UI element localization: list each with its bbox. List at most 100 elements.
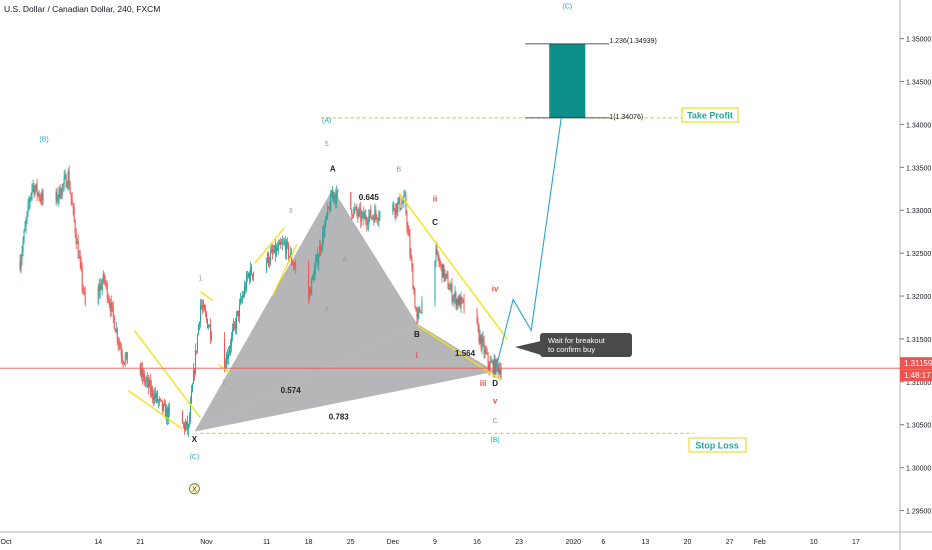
wave-v-label: v — [493, 396, 498, 405]
candle-body — [400, 208, 402, 210]
point-x-label: X — [192, 435, 198, 444]
candle-body — [147, 378, 149, 388]
candle-body — [437, 251, 439, 259]
time-tick-label: 25 — [347, 539, 355, 546]
candle-body — [26, 211, 28, 221]
candle-body — [399, 197, 401, 210]
candle-body — [240, 298, 242, 304]
candle-body — [189, 402, 191, 419]
candle-body — [125, 352, 127, 357]
ratio-0645-label: 0.645 — [359, 193, 380, 202]
candle-body — [196, 334, 198, 351]
candle-body — [377, 219, 379, 221]
candle-body — [59, 187, 61, 198]
candle-body — [337, 190, 339, 193]
candle-body — [477, 323, 479, 328]
point-d-label: D — [492, 379, 498, 388]
candle-body — [479, 335, 481, 343]
candle-body — [447, 276, 449, 289]
candle-body — [105, 282, 107, 284]
chart-title: U.S. Dollar / Canadian Dollar, 240, FXCM — [4, 4, 160, 14]
candle-body — [292, 262, 294, 265]
candle-body — [37, 192, 39, 195]
candle-body — [497, 364, 499, 373]
ratio-0783-label: 0.783 — [329, 413, 350, 422]
price-tick-label: 1.33000 — [906, 208, 931, 215]
candle-body — [31, 185, 33, 194]
candle-body — [322, 231, 324, 247]
plot-area[interactable] — [0, 0, 900, 532]
candle-body — [21, 251, 23, 260]
wave-c-bottom-label: (C) — [190, 454, 200, 461]
candle-body — [456, 299, 458, 306]
candle-body — [82, 286, 84, 292]
candle-body — [394, 209, 396, 215]
candle-body — [420, 312, 422, 314]
candle-body — [489, 361, 491, 370]
candle-body — [115, 328, 117, 333]
candle-body — [438, 258, 440, 264]
annotation-labels: 1.236(1.34939) 1(1.34076) 0.645 0.574 0.783 1… — [39, 4, 657, 495]
candle-body — [333, 192, 335, 199]
candle-body — [276, 247, 278, 256]
wave-c-minor-label: C — [493, 418, 498, 425]
candle-body — [144, 381, 146, 383]
candle-body — [285, 242, 287, 255]
candle-body — [332, 192, 334, 198]
candle-body — [405, 194, 407, 214]
candle-body — [334, 195, 336, 199]
candle-body — [392, 204, 394, 212]
candle-body — [416, 311, 418, 318]
candle-body — [203, 304, 205, 310]
price-axis[interactable]: 1.35000 1.34500 1.34000 1.33500 1.33000 1.325… — [900, 37, 931, 516]
price-tick-label: 1.30000 — [906, 466, 931, 473]
candle-body — [410, 254, 412, 259]
wave-ii-label: ii — [433, 195, 437, 204]
time-tick-label: Nov — [200, 539, 213, 546]
candle-body — [139, 363, 141, 375]
time-tick-label: Oct — [1, 539, 12, 546]
candle-body — [60, 195, 62, 198]
wave-c-major-label: (C) — [562, 4, 572, 11]
time-axis[interactable]: Oct 14 21 Nov 11 18 25 Dec 9 16 23 2020 6 13 20 27 Feb 10… — [1, 539, 860, 546]
candle-body — [126, 352, 128, 364]
candle-body — [187, 424, 189, 430]
countdown-badge: 1:48:17 — [900, 369, 932, 382]
candle-body — [113, 315, 115, 329]
candle-body — [67, 172, 69, 186]
candle-body — [103, 273, 105, 280]
wave-a-minor-label: A — [342, 257, 347, 264]
candle-body — [419, 308, 421, 313]
candle-body — [181, 411, 183, 424]
candle-body — [310, 289, 312, 295]
candle-body — [478, 327, 480, 343]
candle-body — [205, 313, 207, 319]
candle-body — [246, 275, 248, 290]
candle-body — [71, 198, 73, 205]
wave-4-label: 4 — [325, 306, 329, 313]
candle-body — [375, 209, 377, 216]
channel-line — [398, 192, 508, 340]
candle-body — [351, 209, 353, 216]
time-tick-label: 16 — [473, 539, 481, 546]
time-tick-label: 18 — [305, 539, 313, 546]
candle-body — [155, 393, 157, 399]
candle-body — [326, 215, 328, 218]
candle-body — [500, 370, 502, 375]
candle-body — [145, 380, 147, 382]
candle-body — [485, 349, 487, 353]
candle-body — [458, 296, 460, 305]
stop-loss-label: Stop Loss — [688, 437, 747, 453]
candle-body — [182, 423, 184, 425]
price-tick-label: 1.32500 — [906, 251, 931, 258]
candle-body — [159, 398, 161, 400]
candle-body — [355, 207, 357, 209]
point-c-label: C — [432, 218, 438, 227]
candle-body — [192, 370, 194, 385]
candle-body — [493, 358, 495, 374]
candle-body — [269, 261, 271, 264]
candle-body — [401, 202, 403, 209]
candle-body — [199, 305, 201, 323]
candle-body — [149, 380, 151, 392]
